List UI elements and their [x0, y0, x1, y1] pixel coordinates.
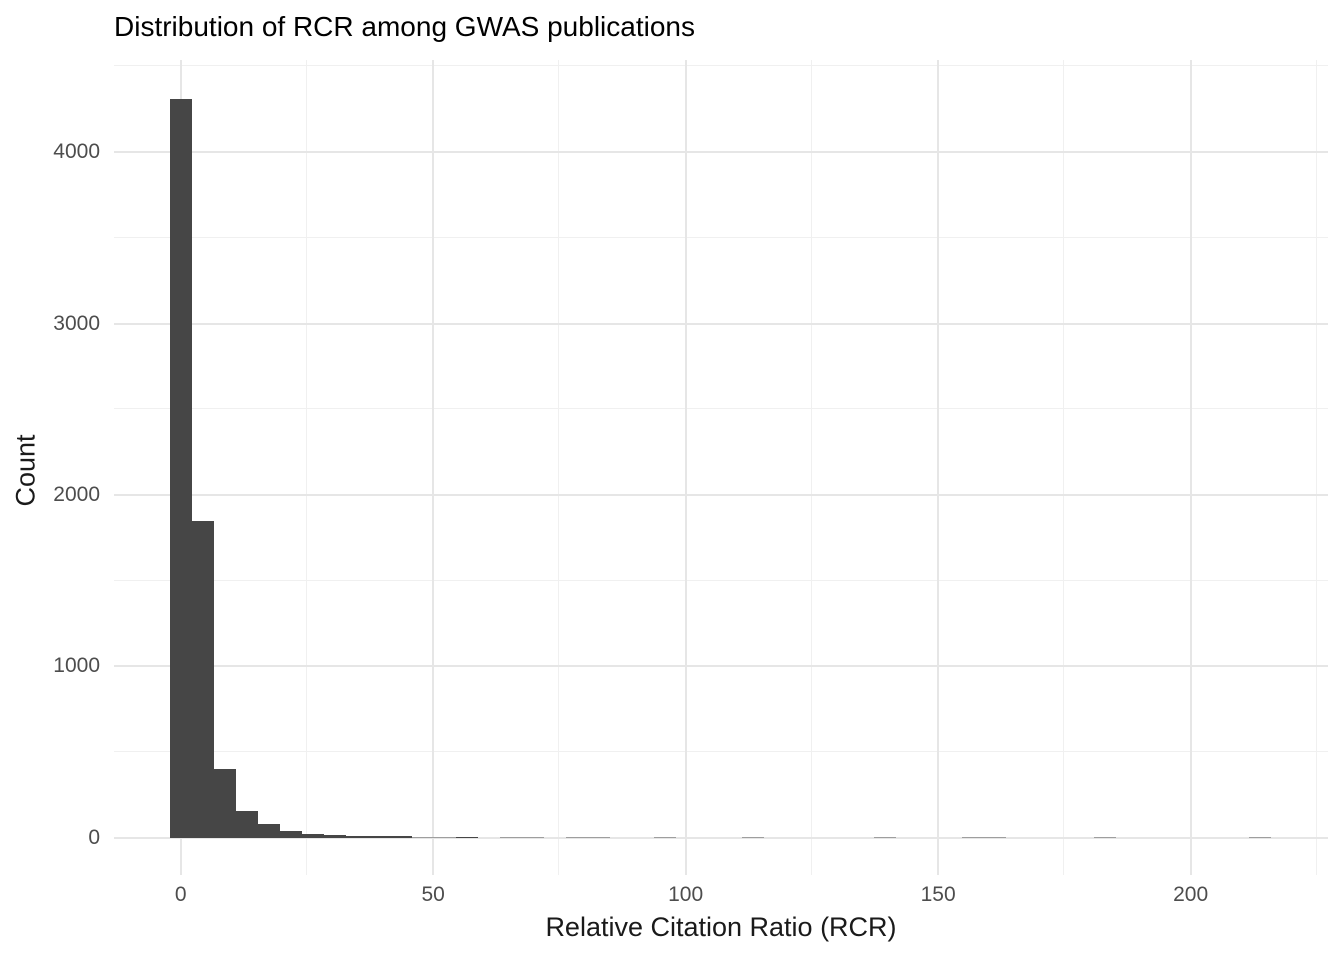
gridline-major-x [432, 60, 435, 875]
histogram-bar [433, 837, 456, 838]
plot-panel [114, 60, 1328, 875]
x-tick-label: 100 [668, 883, 704, 906]
gridline-minor-y [114, 408, 1328, 410]
gridline-major-y [114, 836, 1328, 839]
y-axis-title: Count [10, 434, 41, 507]
x-tick-label: 50 [421, 883, 445, 906]
gridline-major-y [114, 494, 1328, 497]
y-tick-label: 3000 [53, 311, 100, 335]
histogram-bar [962, 837, 985, 838]
gridline-minor-y [114, 579, 1328, 581]
histogram-bar [367, 836, 390, 838]
gridline-minor-x [810, 60, 812, 875]
gridline-major-x [684, 60, 687, 875]
x-tick-label: 200 [1173, 883, 1209, 906]
histogram-bar [169, 98, 192, 838]
histogram-bar [1248, 837, 1271, 838]
histogram-bar [984, 837, 1007, 838]
gridline-major-y [114, 322, 1328, 325]
x-tick-label: 150 [920, 883, 956, 906]
x-axis-title: Relative Citation Ratio (RCR) [545, 912, 897, 942]
histogram-bar [301, 833, 324, 838]
histogram-bar [345, 835, 368, 838]
gridline-minor-x [558, 60, 560, 875]
histogram-bar [654, 837, 676, 838]
gridline-minor-x [1063, 60, 1065, 875]
histogram-bar [213, 768, 236, 838]
gridline-minor-y [114, 65, 1328, 67]
histogram-bar [1094, 837, 1117, 838]
y-tick-label: 2000 [53, 483, 100, 507]
histogram-bar [521, 837, 544, 838]
gridline-minor-y [114, 751, 1328, 753]
histogram-bar [455, 836, 478, 838]
gridline-minor-x [305, 60, 307, 875]
x-tick-label: 0 [174, 883, 187, 906]
chart-title: Distribution of RCR among GWAS publicati… [114, 11, 695, 42]
histogram-bar [191, 520, 214, 838]
histogram-bar [742, 837, 765, 838]
gridline-minor-x [1315, 60, 1317, 875]
histogram-bar [389, 836, 412, 838]
y-tick-label: 0 [88, 825, 100, 849]
histogram-bar [499, 836, 522, 838]
histogram-bar [588, 837, 610, 838]
histogram-bar [874, 837, 897, 838]
histogram-bar [411, 837, 434, 838]
y-tick-label: 4000 [53, 140, 100, 164]
histogram-bar [279, 831, 302, 838]
gridline-major-x [937, 60, 940, 875]
histogram-bar [257, 824, 280, 838]
gridline-minor-y [114, 236, 1328, 238]
gridline-major-y [114, 665, 1328, 668]
y-tick-label: 1000 [53, 654, 100, 678]
histogram-bar [566, 837, 588, 838]
histogram-bar [235, 810, 258, 838]
histogram-bar [323, 835, 346, 838]
gridline-major-x [1189, 60, 1192, 875]
gridline-major-y [114, 151, 1328, 154]
